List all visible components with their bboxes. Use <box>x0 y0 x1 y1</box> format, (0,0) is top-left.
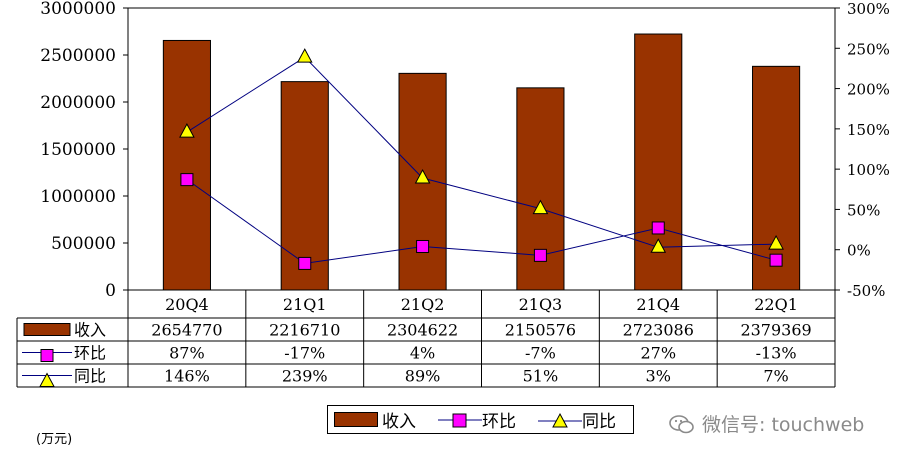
marker-qoq <box>651 221 665 235</box>
table-cell: -13% <box>756 344 797 363</box>
table-cell: 146% <box>164 367 210 386</box>
category-label: 21Q2 <box>401 295 445 314</box>
right-axis-tick-label: 150% <box>847 121 890 139</box>
marker-yoy <box>532 199 549 215</box>
table-cell: -7% <box>525 344 556 363</box>
table-cell: 239% <box>282 367 328 386</box>
bar-revenue <box>162 39 211 291</box>
left-axis-tick-label: 1000000 <box>40 187 116 207</box>
legend-item-qoq: 环比 <box>438 406 516 433</box>
legend-item-yoy: 同比 <box>538 406 616 433</box>
category-label: 21Q1 <box>283 295 327 314</box>
left-axis-tick-label: 500000 <box>51 234 116 254</box>
category-label: 21Q4 <box>636 295 680 314</box>
table-row-label: 环比 <box>74 344 106 363</box>
left-axis-tick-label: 2500000 <box>40 46 116 66</box>
marker-yoy <box>414 168 431 184</box>
right-axis-tick-label: 50% <box>847 201 880 219</box>
bar-revenue <box>752 65 801 291</box>
chart-legend: 收入 环比 同比 <box>327 405 634 434</box>
table-cell: 2216710 <box>269 321 340 340</box>
right-axis-tick-label: 200% <box>847 81 890 99</box>
line-qoq <box>186 179 777 264</box>
table-cell: 87% <box>169 344 205 363</box>
marker-yoy <box>296 48 313 63</box>
category-label: 22Q1 <box>754 295 798 314</box>
category-label: 21Q3 <box>519 295 563 314</box>
unit-label: (万元) <box>36 432 73 447</box>
right-axis-tick-label: 300% <box>847 0 890 18</box>
table-row-label: 收入 <box>74 321 106 340</box>
watermark-text: 微信号: touchweb <box>702 414 865 436</box>
legend-swatch-revenue <box>334 412 378 427</box>
right-axis-tick-label: 0% <box>847 242 871 260</box>
table-key-revenue <box>23 323 71 336</box>
left-axis-tick-label: 1500000 <box>40 140 116 160</box>
marker-qoq <box>533 248 547 262</box>
right-axis-tick-label: 250% <box>847 40 890 58</box>
table-cell: 2304622 <box>387 321 458 340</box>
marker-qoq <box>298 256 312 270</box>
table-key-yoy <box>39 372 55 387</box>
table-cell: 51% <box>523 367 559 386</box>
legend-label-yoy: 同比 <box>582 412 616 432</box>
table-cell: 3% <box>646 367 671 386</box>
right-axis-tick-label: -50% <box>847 282 885 300</box>
table-cell: 4% <box>410 344 435 363</box>
left-axis-tick-label: 0 <box>105 281 116 301</box>
marker-yoy <box>650 238 667 253</box>
table-key-qoq <box>40 349 54 362</box>
left-axis-tick-label: 3000000 <box>40 0 116 19</box>
table-row-label: 同比 <box>74 367 106 386</box>
table-cell: 2150576 <box>505 321 576 340</box>
marker-yoy <box>768 235 784 250</box>
table-cell: 2654770 <box>151 321 222 340</box>
legend-item-revenue: 收入 <box>334 406 416 433</box>
marker-qoq <box>416 239 430 253</box>
table-cell: 7% <box>763 367 788 386</box>
table-cell: -17% <box>284 344 325 363</box>
table-cell: 27% <box>640 344 676 363</box>
marker-yoy <box>179 123 195 138</box>
line-yoy <box>186 56 777 248</box>
watermark: 微信号: touchweb <box>668 410 864 437</box>
table-cell: 2723086 <box>623 321 694 340</box>
table-cell: 89% <box>405 367 441 386</box>
wechat-icon <box>669 414 694 433</box>
marker-qoq <box>180 173 194 187</box>
left-axis-tick-label: 2000000 <box>40 93 116 113</box>
legend-label-revenue: 收入 <box>382 412 416 432</box>
legend-label-qoq: 环比 <box>482 412 516 432</box>
marker-qoq <box>769 253 783 267</box>
category-label: 20Q4 <box>165 295 209 314</box>
bar-revenue <box>280 81 329 291</box>
right-axis-tick-label: 100% <box>847 161 890 179</box>
legend-swatch-yoy <box>538 412 582 427</box>
legend-swatch-qoq <box>438 413 482 427</box>
table-cell: 2379369 <box>740 321 811 340</box>
